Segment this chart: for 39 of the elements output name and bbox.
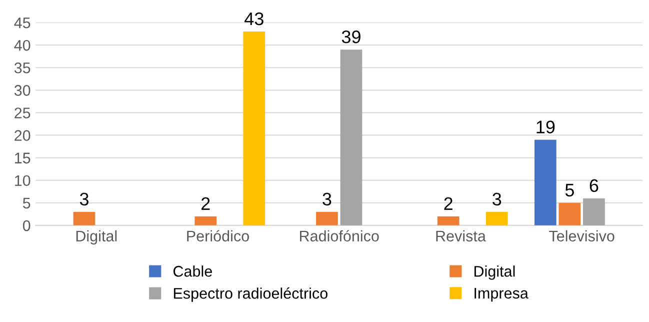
y-tick-label: 0	[22, 220, 30, 232]
x-tick-label: Periódico	[187, 230, 249, 242]
legend-label: Espectro radioeléctrico	[174, 287, 328, 302]
bar	[340, 50, 362, 226]
bar	[558, 202, 581, 226]
bar	[73, 212, 96, 226]
data-label: 39	[342, 30, 360, 44]
y-tick-label: 10	[15, 175, 30, 186]
y-tick-label: 15	[15, 152, 30, 164]
data-label: 2	[444, 197, 452, 210]
data-label: 5	[565, 184, 574, 197]
y-tick-label: 20	[14, 130, 30, 141]
data-label: 3	[322, 192, 332, 206]
data-label: 3	[80, 192, 88, 206]
bar	[316, 212, 338, 226]
y-tick-label: 25	[14, 108, 30, 118]
x-tick-label: Revista	[436, 230, 486, 242]
bar	[194, 216, 217, 226]
legend-label: Digital	[474, 266, 515, 280]
y-tick-label: 35	[14, 62, 30, 74]
data-label: 19	[536, 120, 555, 134]
bar	[437, 216, 460, 226]
y-tick-label: 5	[22, 198, 30, 209]
y-tick-label: 45	[14, 18, 30, 28]
data-label: 43	[244, 12, 264, 26]
bar	[583, 198, 605, 226]
data-label: 6	[590, 179, 598, 192]
bar	[486, 212, 508, 226]
x-tick-label: Digital	[76, 230, 117, 245]
y-tick-label: 40	[14, 40, 30, 51]
data-label: 2	[201, 197, 210, 210]
data-label: 3	[492, 192, 502, 206]
legend-label: Impresa	[474, 288, 528, 302]
x-tick-label: Televisivo	[549, 230, 614, 242]
legend-label: Cable	[173, 266, 212, 277]
y-tick-label: 30	[14, 85, 30, 96]
bar	[534, 140, 556, 226]
x-tick-label: Radiofónico	[300, 230, 379, 242]
bar	[243, 32, 266, 226]
